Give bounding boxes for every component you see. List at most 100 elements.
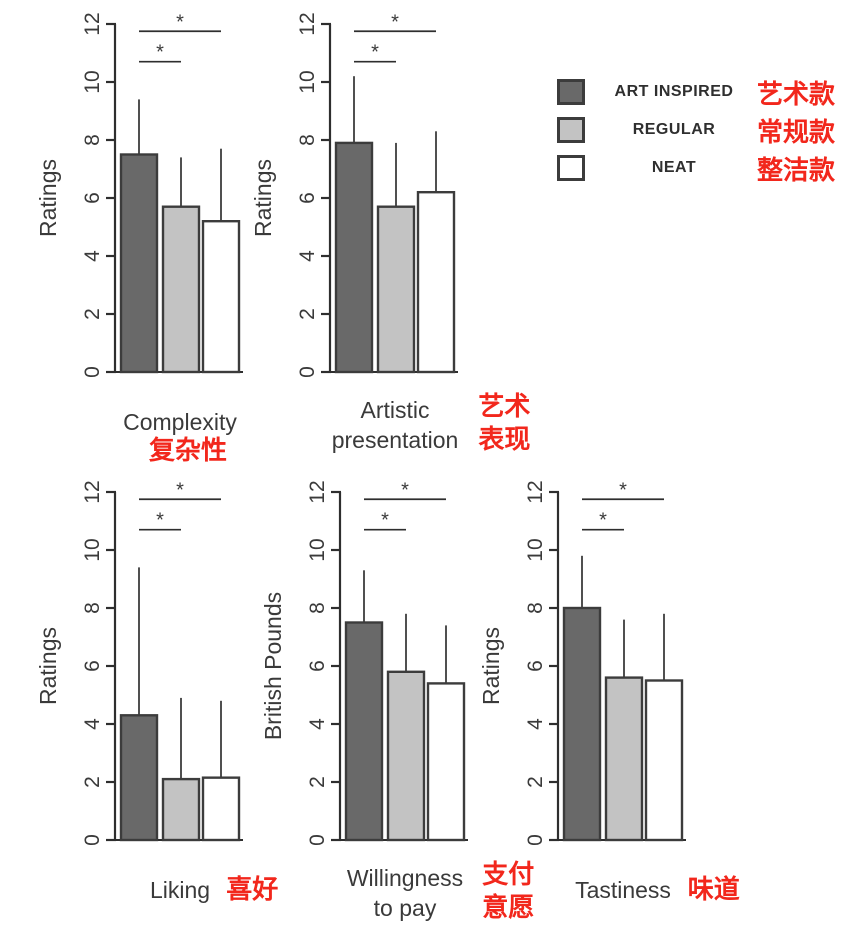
legend-item-neat: NEAT 整洁款 [557, 154, 835, 185]
chart-willingness-to-pay: 0 2 4 6 8 10 12 British Pounds * * Willingness to p… [245, 468, 545, 932]
legend-label: NEAT [651, 159, 697, 176]
y-tick-label: 12 [524, 480, 547, 503]
bar-neat [416, 190, 456, 374]
significance-star: * [176, 479, 184, 501]
y-tick-label: 8 [296, 134, 319, 146]
legend-label: REGULAR [632, 121, 716, 138]
y-tick-label: 0 [81, 834, 104, 846]
y-tick-label: 10 [81, 538, 104, 561]
significance-star: * [599, 510, 607, 532]
legend-item-art-inspired: ART INSPIRED 艺术款 [557, 78, 835, 109]
chart-liking: 0 2 4 6 8 10 12 Ratings * * Liking 喜好 [20, 468, 320, 932]
y-tick-label: 8 [524, 602, 547, 614]
y-tick-label: 10 [81, 70, 104, 93]
x-axis-label-cn: 喜好 [226, 874, 278, 904]
y-tick-label: 8 [306, 602, 329, 614]
art-inspired-swatch-icon [557, 79, 585, 105]
y-tick-label: 0 [524, 834, 547, 846]
x-axis-label: Tastiness [575, 877, 671, 903]
x-axis-label-cn: 表现 [478, 424, 530, 454]
bar-art-inspired [334, 141, 374, 374]
y-axis-title: British Pounds [260, 592, 286, 740]
neat-swatch-icon [557, 155, 585, 181]
significance-star: * [619, 479, 627, 501]
bar-regular [604, 676, 644, 842]
x-axis-label: to pay [374, 895, 437, 921]
regular-swatch-icon [557, 117, 585, 143]
y-tick-label: 0 [306, 834, 329, 846]
bar-neat [426, 682, 466, 842]
chart-svg-artistic-presentation: 0 2 4 6 8 10 12 Ratings * * Artistic presentation 艺术… [250, 11, 530, 454]
bar-art-inspired [344, 621, 384, 842]
x-axis-label: Willingness [347, 865, 463, 891]
y-tick-label: 4 [296, 250, 319, 262]
y-tick-label: 2 [81, 308, 104, 320]
chart-svg-willingness-to-pay: 0 2 4 6 8 10 12 British Pounds * * Willingness to p… [260, 479, 534, 922]
bar-regular [161, 205, 201, 374]
y-tick-label: 6 [296, 192, 319, 204]
bar-neat [644, 679, 684, 842]
significance-star: * [156, 510, 164, 532]
x-axis-label-cn: 意愿 [482, 892, 534, 922]
legend-label: ART INSPIRED [614, 83, 734, 100]
bar-regular [161, 777, 201, 842]
y-tick-label: 6 [81, 660, 104, 672]
x-axis-label: Liking [150, 877, 210, 903]
significance-star: * [381, 510, 389, 532]
x-axis-label: presentation [332, 427, 459, 453]
y-axis-title: Ratings [478, 627, 504, 705]
y-tick-label: 10 [306, 538, 329, 561]
bar-neat [201, 776, 241, 842]
x-axis-label: Complexity [123, 409, 237, 435]
chart-svg-tastiness: 0 2 4 6 8 10 12 Ratings * * Tastiness 味道 [478, 479, 740, 904]
y-tick-label: 2 [306, 776, 329, 788]
bar-regular [376, 205, 416, 374]
y-tick-label: 4 [306, 718, 329, 730]
y-tick-label: 0 [296, 366, 319, 378]
chart-artistic-presentation: 0 2 4 6 8 10 12 Ratings * * Artistic presentation 艺术… [235, 0, 535, 465]
y-tick-label: 12 [81, 480, 104, 503]
x-axis-label: Artistic [361, 397, 430, 423]
chart-complexity: 0 2 4 6 8 10 12 Ratings * * Complexity 复杂性 [20, 0, 320, 465]
significance-star: * [401, 479, 409, 501]
y-tick-label: 12 [306, 480, 329, 503]
y-tick-label: 12 [81, 12, 104, 35]
y-tick-label: 0 [81, 366, 104, 378]
chart-tastiness: 0 2 4 6 8 10 12 Ratings * * Tastiness 味道 [463, 468, 763, 932]
bar-art-inspired [119, 714, 159, 842]
x-axis-label-cn: 艺术 [478, 391, 530, 421]
y-tick-label: 4 [81, 250, 104, 262]
y-tick-label: 4 [81, 718, 104, 730]
legend-label-cn: 艺术款 [757, 78, 836, 109]
y-tick-label: 10 [524, 538, 547, 561]
y-axis-title: Ratings [250, 159, 276, 237]
y-tick-label: 2 [81, 776, 104, 788]
x-axis-label-cn: 味道 [688, 874, 740, 904]
significance-star: * [176, 11, 184, 33]
bar-art-inspired [119, 153, 159, 374]
y-tick-label: 10 [296, 70, 319, 93]
x-axis-label-cn: 复杂性 [149, 435, 227, 465]
legend-label-cn: 常规款 [757, 116, 836, 147]
y-tick-label: 12 [296, 12, 319, 35]
significance-star: * [156, 42, 164, 64]
y-axis-title: Ratings [35, 627, 61, 705]
bar-art-inspired [562, 606, 602, 842]
chart-svg-liking: 0 2 4 6 8 10 12 Ratings * * Liking 喜好 [35, 479, 278, 904]
y-tick-label: 4 [524, 718, 547, 730]
y-tick-label: 2 [524, 776, 547, 788]
significance-star: * [391, 11, 399, 33]
y-tick-label: 6 [81, 192, 104, 204]
bar-regular [386, 670, 426, 842]
significance-star: * [371, 42, 379, 64]
x-axis-label-cn: 支付 [482, 859, 534, 889]
legend-item-regular: REGULAR 常规款 [557, 116, 835, 147]
legend: ART INSPIRED 艺术款 REGULAR 常规款 NEAT 整洁款 [557, 78, 835, 185]
y-tick-label: 6 [524, 660, 547, 672]
y-axis-title: Ratings [35, 159, 61, 237]
y-tick-label: 6 [306, 660, 329, 672]
y-tick-label: 8 [81, 602, 104, 614]
y-tick-label: 2 [296, 308, 319, 320]
